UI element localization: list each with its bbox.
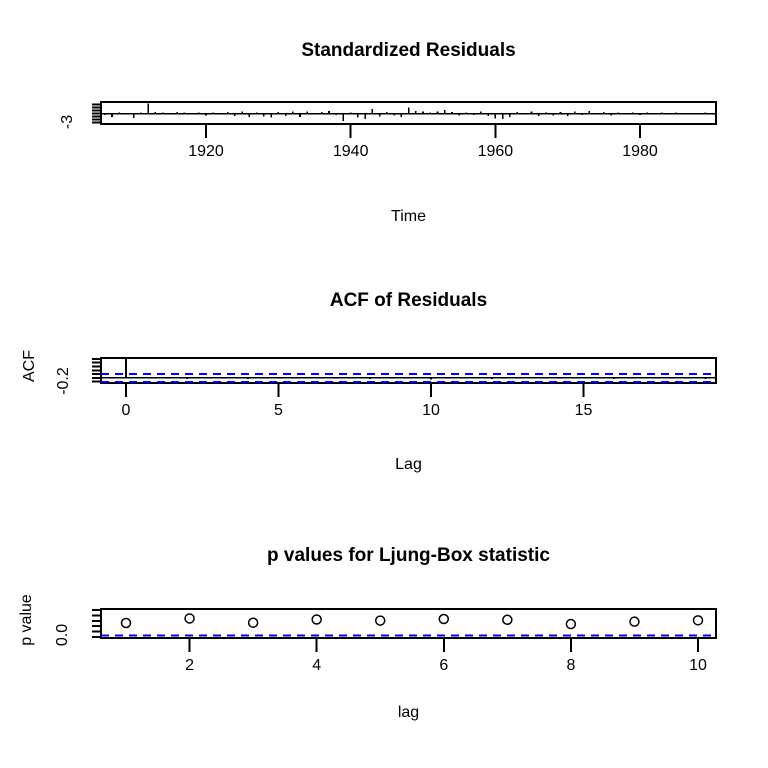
panel3-y-tick-label: 0.0 [54, 623, 71, 647]
pvalue-point [311, 614, 322, 625]
panel1-title: Standardized Residuals [301, 40, 516, 61]
pvalue-point [247, 617, 259, 628]
pvalue-x-tick-label: 4 [312, 657, 321, 674]
pvalue-x-tick-label: 8 [566, 657, 575, 674]
pvalue-x-tick-label: 2 [185, 657, 194, 674]
pvalue-point [565, 618, 577, 630]
pvalue-x-tick-label: 10 [689, 657, 707, 674]
acf-plot-box [100, 357, 717, 384]
pvalue-point [502, 614, 513, 626]
pvalue-point [184, 613, 195, 624]
acf-x-tick-label: 0 [122, 402, 131, 419]
panel2-y-axis-label: ACF [21, 350, 38, 382]
acf-x-tick-label: 10 [422, 402, 440, 419]
panel3-y-axis-label: p value [18, 594, 35, 646]
panel3-x-axis-label: lag [397, 704, 420, 721]
residuals-x-tick-label: 1920 [188, 143, 224, 160]
acf-x-tick-label: 15 [575, 402, 593, 419]
pvalue-point [438, 613, 450, 625]
pvalue-x-tick-label: 6 [439, 657, 448, 674]
pvalue-point [629, 616, 640, 627]
panel1-x-axis-label: Time [391, 208, 426, 225]
panel2-x-axis-label: Lag [395, 456, 422, 473]
residuals-x-tick-label: 1940 [333, 143, 369, 160]
panel3-title: p values for Ljung-Box statistic [267, 545, 550, 566]
panel2-title: ACF of Residuals [329, 290, 488, 311]
pvalue-point [692, 615, 704, 626]
pvalue-plot-box [100, 608, 717, 639]
panel2-y-tick-label: -0.2 [55, 367, 72, 395]
panel1-y-tick-label: -3 [59, 114, 76, 130]
residuals-x-tick-label: 1960 [478, 143, 514, 160]
pvalue-point [120, 617, 132, 629]
pvalue-point [374, 615, 386, 626]
residuals-x-tick-label: 1980 [622, 143, 658, 160]
acf-x-tick-label: 5 [274, 402, 283, 419]
